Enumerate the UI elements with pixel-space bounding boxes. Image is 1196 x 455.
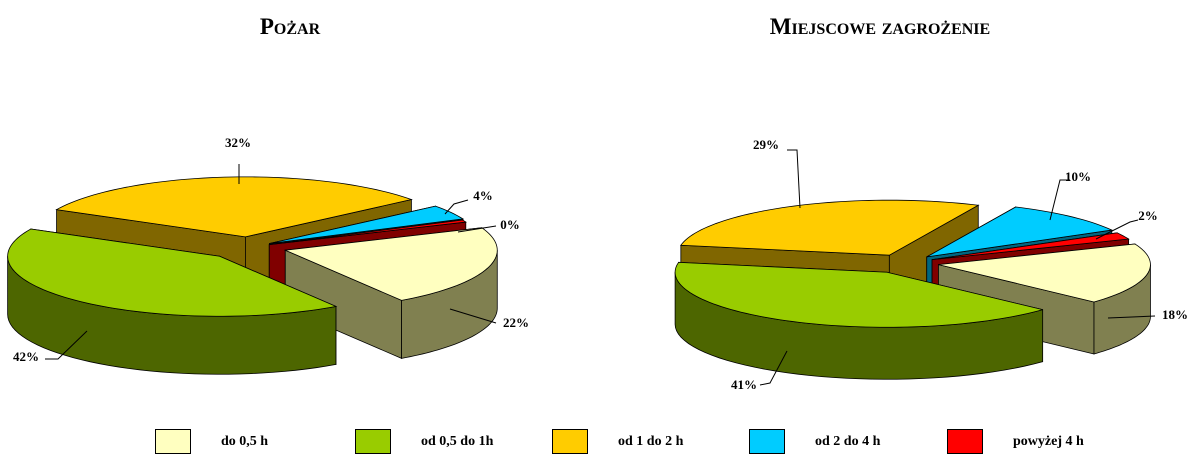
legend-item-od-0-5-do-1h: od 0,5 do 1h [355, 428, 493, 455]
legend-swatch [155, 429, 191, 454]
pie-slice-od-0-5-do-1h [7, 228, 338, 375]
pie-chart-miejscowe-zagrozenie: 18% 41% 29% 10% 2% [674, 137, 1188, 392]
leader-line [1095, 219, 1139, 240]
legend-item-od-2-do-4h: od 2 do 4 h [749, 428, 880, 455]
leader-line [1107, 315, 1156, 319]
pie-chart-pozar: 22% 42% 32% 4% 0% [7, 135, 529, 375]
leader-line [444, 199, 469, 215]
pie-charts-canvas: 22% 42% 32% 4% 0% 18% 41% 29% 10% 2% [7, 135, 1188, 392]
chart-title-pozar: Pożar [259, 14, 321, 39]
legend-label: do 0,5 h [221, 433, 269, 449]
data-label: 22% [503, 315, 529, 330]
data-label: 10% [1065, 169, 1091, 184]
legend-swatch [355, 429, 391, 454]
legend-label: od 0,5 do 1h [421, 433, 494, 449]
data-label: 41% [731, 377, 757, 392]
leader-line [759, 350, 788, 386]
legend-label: od 2 do 4 h [815, 433, 881, 449]
legend-swatch [749, 429, 785, 454]
data-label: 18% [1162, 307, 1188, 322]
data-label: 4% [473, 188, 493, 203]
legend-label: od 1 do 2 h [618, 433, 684, 449]
data-label: 0% [500, 217, 520, 232]
leader-line [787, 149, 801, 209]
legend-swatch [552, 429, 588, 454]
legend-item-od-1-do-2h: od 1 do 2 h [552, 428, 683, 455]
legend-label: powyżej 4 h [1013, 433, 1084, 449]
legend: do 0,5 h od 0,5 do 1h od 1 do 2 h od 2 d… [0, 428, 1196, 455]
leader-line [1049, 179, 1070, 221]
data-label: 42% [13, 349, 39, 364]
pie-slice-od-0-5-do-1h [674, 261, 1044, 380]
chart-title-miejscowe-zagrozenie: Miejscowe zagrożenie [769, 14, 991, 39]
leader-line [457, 225, 497, 233]
data-label: 32% [225, 135, 251, 150]
leader-line [45, 330, 88, 360]
pie-slice-do-0-5-h [283, 227, 498, 359]
data-label: 2% [1138, 208, 1158, 223]
legend-item-powyzej-4h: powyżej 4 h [947, 428, 1084, 455]
data-label: 29% [753, 137, 779, 152]
legend-item-do-0-5h: do 0,5 h [155, 428, 268, 455]
leader-line [449, 308, 497, 324]
legend-swatch [947, 429, 983, 454]
